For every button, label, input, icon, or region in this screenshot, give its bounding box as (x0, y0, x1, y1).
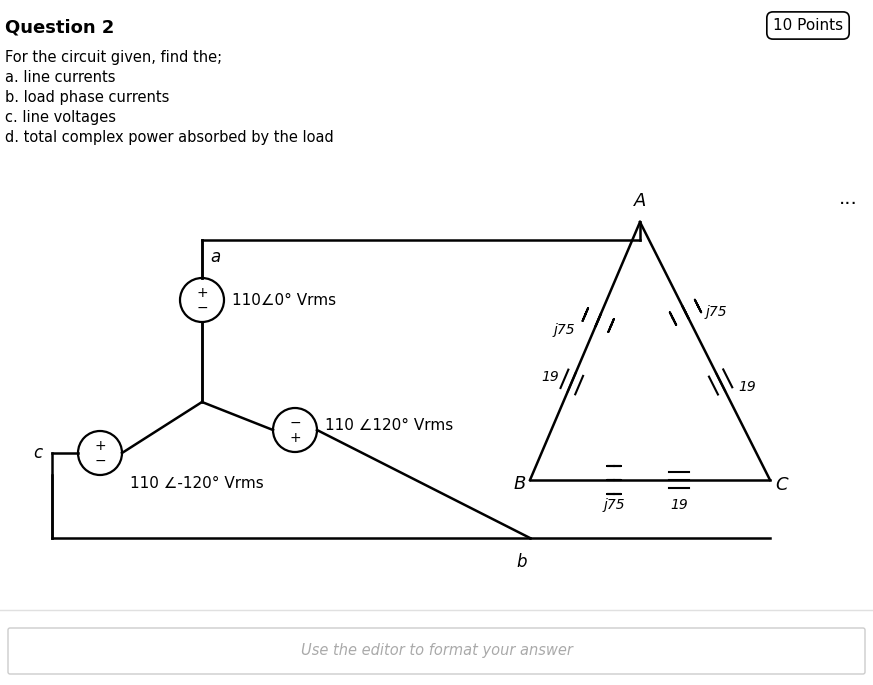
Text: A: A (634, 192, 646, 210)
FancyBboxPatch shape (8, 628, 865, 674)
Text: 19: 19 (739, 380, 756, 394)
Text: b: b (517, 553, 527, 571)
Text: −: − (94, 454, 106, 468)
Text: a. line currents: a. line currents (5, 70, 115, 85)
Text: j75: j75 (603, 498, 625, 512)
Text: −: − (289, 416, 301, 430)
Text: 19: 19 (541, 370, 559, 384)
Text: Question 2: Question 2 (5, 18, 114, 36)
Text: c. line voltages: c. line voltages (5, 110, 116, 125)
Text: 110∠0° Vrms: 110∠0° Vrms (232, 292, 336, 308)
Text: −: − (196, 301, 208, 315)
Text: j75: j75 (553, 323, 575, 337)
Text: +: + (94, 439, 106, 453)
Text: +: + (196, 286, 208, 300)
Text: C: C (776, 476, 788, 494)
Text: 110 ∠-120° Vrms: 110 ∠-120° Vrms (130, 475, 264, 490)
Text: 10 Points: 10 Points (773, 18, 843, 33)
Text: For the circuit given, find the;: For the circuit given, find the; (5, 50, 222, 65)
Text: j75: j75 (705, 306, 727, 319)
Text: 19: 19 (670, 498, 688, 512)
Text: 110 ∠120° Vrms: 110 ∠120° Vrms (325, 417, 453, 432)
Text: B: B (514, 475, 526, 493)
Text: ...: ... (839, 188, 857, 208)
Text: +: + (289, 431, 301, 445)
Text: d. total complex power absorbed by the load: d. total complex power absorbed by the l… (5, 130, 333, 145)
Text: b. load phase currents: b. load phase currents (5, 90, 169, 105)
Text: a: a (210, 248, 220, 266)
Text: Use the editor to format your answer: Use the editor to format your answer (301, 643, 573, 658)
Text: c: c (33, 444, 42, 462)
